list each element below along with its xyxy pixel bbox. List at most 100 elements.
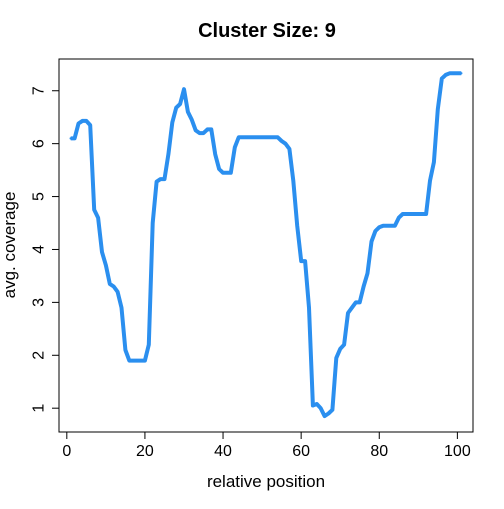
y-tick-label: 1 <box>31 404 48 413</box>
data-point <box>397 216 400 219</box>
data-point <box>424 212 428 216</box>
data-point <box>452 72 455 75</box>
data-point <box>436 108 439 111</box>
y-tick-label: 2 <box>31 351 48 360</box>
data-point <box>198 131 201 135</box>
data-point <box>155 180 158 183</box>
series-layer <box>69 71 463 419</box>
data-point <box>311 404 315 407</box>
data-point <box>182 88 186 91</box>
x-axis-title: relative position <box>207 472 325 491</box>
data-point <box>428 179 432 182</box>
data-point <box>421 212 424 216</box>
data-point <box>151 221 154 225</box>
data-point <box>124 348 127 352</box>
data-point <box>229 171 232 174</box>
data-point <box>112 285 115 288</box>
data-point <box>389 224 393 227</box>
x-tick-label: 20 <box>136 443 154 460</box>
data-point <box>303 259 307 263</box>
plot-frame <box>58 58 474 433</box>
data-point <box>104 264 108 267</box>
data-point <box>444 73 447 77</box>
data-point <box>120 306 123 309</box>
data-point <box>217 167 221 171</box>
data-point <box>409 212 412 216</box>
data-point <box>280 139 283 143</box>
series-line <box>70 71 462 419</box>
data-point <box>237 136 240 139</box>
data-point <box>100 250 104 254</box>
data-point <box>366 272 369 275</box>
data-point <box>81 119 84 123</box>
x-tick-label: 0 <box>62 443 71 460</box>
data-point <box>268 136 272 139</box>
data-point <box>405 212 408 216</box>
data-point <box>331 408 334 411</box>
data-point <box>354 301 357 304</box>
data-point <box>335 356 338 360</box>
data-point <box>245 136 248 139</box>
data-point <box>315 402 318 406</box>
data-point <box>163 177 166 181</box>
data-point <box>77 122 80 125</box>
data-point <box>241 136 244 139</box>
data-point <box>370 240 373 243</box>
data-point <box>225 171 229 174</box>
x-tick-label: 80 <box>370 443 388 460</box>
data-point <box>417 212 420 216</box>
y-tick-label: 4 <box>31 245 48 254</box>
data-point <box>214 153 217 156</box>
data-point <box>221 171 225 174</box>
data-point <box>260 136 264 139</box>
data-point <box>350 306 354 309</box>
data-point <box>135 359 139 362</box>
y-tick-label: 6 <box>31 139 48 148</box>
data-point <box>362 285 365 288</box>
data-point <box>89 123 92 127</box>
data-point <box>327 412 330 415</box>
data-point <box>393 224 397 227</box>
data-point <box>186 110 190 114</box>
y-tick-label: 5 <box>31 192 48 201</box>
data-point <box>253 136 256 139</box>
data-point <box>116 290 119 293</box>
data-point <box>296 224 299 227</box>
chart-title: Cluster Size: 9 <box>198 20 336 42</box>
data-point <box>128 359 131 362</box>
data-point <box>132 359 135 362</box>
data-point <box>307 306 311 309</box>
data-point <box>257 136 260 139</box>
data-point <box>413 212 416 216</box>
data-point <box>194 129 197 132</box>
data-point <box>69 137 72 140</box>
data-point <box>448 72 451 75</box>
data-point <box>288 147 291 151</box>
y-tick-label: 7 <box>31 86 48 95</box>
y-axis-title: avg. coverage <box>0 192 19 299</box>
data-point <box>432 161 436 164</box>
y-axis: 1 2 3 4 5 6 7 <box>31 86 60 413</box>
data-point <box>96 216 100 219</box>
data-point <box>300 259 303 263</box>
data-point <box>264 136 268 139</box>
x-tick-label: 60 <box>292 443 310 460</box>
data-point <box>210 128 213 131</box>
data-point <box>233 146 236 149</box>
y-tick-label: 3 <box>31 298 48 307</box>
x-tick-label: 100 <box>444 443 471 460</box>
data-point <box>272 136 275 139</box>
data-point <box>190 118 193 122</box>
data-point <box>319 407 322 410</box>
data-point <box>378 226 381 229</box>
data-point <box>202 131 205 135</box>
data-point <box>85 119 88 123</box>
data-point <box>401 212 404 216</box>
data-point <box>206 128 209 131</box>
data-point <box>73 137 76 140</box>
data-point <box>382 224 385 227</box>
data-point <box>175 106 178 109</box>
data-point <box>276 136 279 139</box>
